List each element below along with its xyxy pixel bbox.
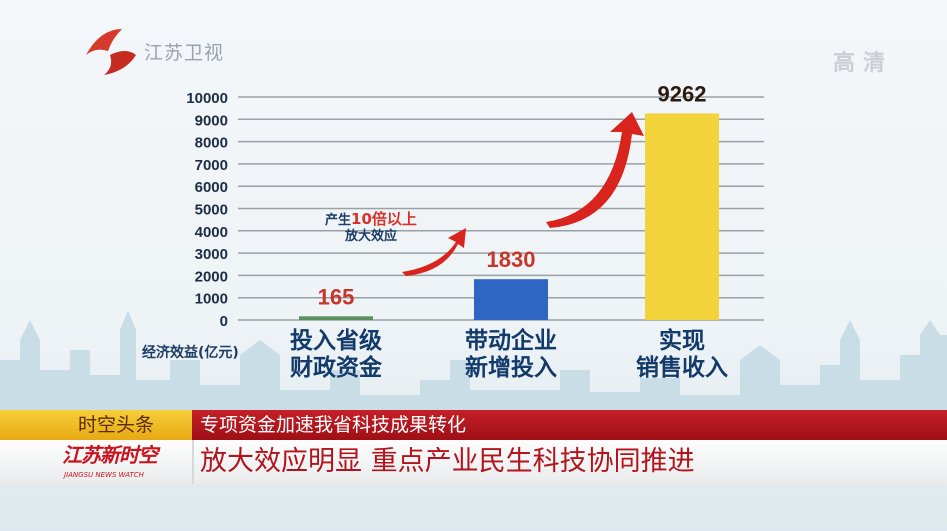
channel-name: 江苏卫视 — [144, 41, 225, 64]
y-tick-label: 9000 — [195, 112, 228, 129]
y-tick-label: 7000 — [195, 157, 228, 174]
city-skyline — [0, 310, 947, 420]
bar-chart: 0 1000 2000 3000 4000 5000 6000 7000 8000 9000 100… — [186, 81, 764, 330]
data-label: 9262 — [658, 81, 707, 106]
bar — [299, 316, 373, 320]
y-tick-label: 6000 — [195, 179, 228, 196]
program-logo-en: JIANGSU NEWS WATCH — [64, 471, 144, 479]
y-tick-label: 5000 — [195, 202, 228, 219]
headline: 放大效应明显 重点产业民生科技协同推进 — [200, 446, 695, 477]
data-label: 1830 — [487, 247, 536, 272]
bar — [474, 279, 548, 320]
category-label: 投入省级 财政资金 — [290, 328, 382, 381]
y-tick-label: 2000 — [195, 268, 228, 285]
section-tag: 时空头条 — [0, 410, 192, 440]
annotation-prefix: 产生 — [325, 213, 352, 228]
category-label: 实现 销售收入 — [636, 328, 728, 381]
y-axis-label: 经济效益(亿元) — [142, 345, 239, 361]
headline-bar — [0, 440, 947, 484]
ticker-top-line: 专项资金加速我省科技成果转化 — [192, 410, 947, 440]
y-tick-label: 3000 — [195, 246, 228, 263]
jstv-logo-icon — [86, 29, 136, 75]
channel-logo: 江苏卫视 — [82, 25, 224, 77]
bar — [645, 113, 719, 320]
category-label: 带动企业 新增投入 — [465, 328, 557, 381]
growth-arrow-large-icon — [546, 112, 644, 228]
annotation-highlight: 10倍以上 — [351, 210, 417, 228]
growth-arrow-small-icon — [402, 228, 466, 276]
hd-badge: 高清 — [833, 51, 894, 76]
y-tick-label: 0 — [220, 313, 228, 330]
y-tick-label: 1000 — [195, 291, 228, 308]
y-tick-label: 8000 — [195, 135, 228, 152]
data-label: 165 — [318, 284, 355, 309]
y-tick-label: 4000 — [195, 224, 228, 241]
program-logo: 江苏新时空 — [62, 443, 158, 467]
annotation: 产生10倍以上 放大效应 — [325, 211, 417, 245]
divider — [192, 440, 194, 484]
annotation-line2: 放大效应 — [344, 229, 397, 244]
y-tick-label: 10000 — [186, 90, 228, 107]
